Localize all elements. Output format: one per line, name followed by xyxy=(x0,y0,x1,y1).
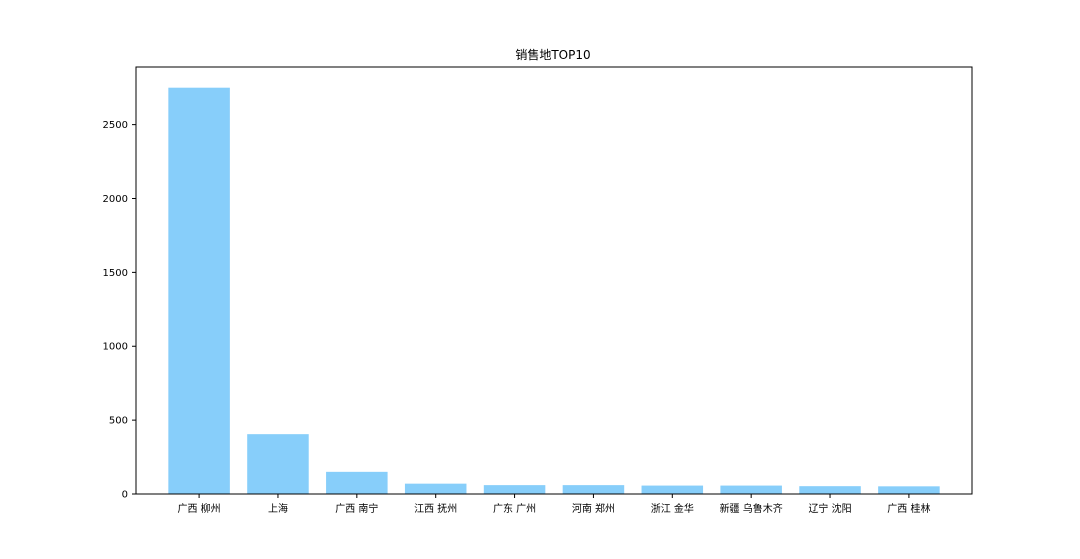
x-tick-label: 广西 桂林 xyxy=(887,502,930,515)
x-tick-label: 河南 郑州 xyxy=(572,502,615,515)
bar-10 xyxy=(878,486,940,494)
bar-5 xyxy=(483,485,546,494)
x-tick-label: 辽宁 沈阳 xyxy=(808,502,851,515)
bars-layer xyxy=(168,87,940,494)
x-tick-label: 广东 广州 xyxy=(493,502,536,515)
y-tick-label: 1500 xyxy=(103,268,128,279)
y-tick-label: 2500 xyxy=(103,120,128,131)
bar-1 xyxy=(168,87,230,494)
bar-2 xyxy=(247,434,309,494)
y-tick-label: 2000 xyxy=(103,194,128,205)
x-tick-label: 新疆 乌鲁木齐 xyxy=(720,502,783,515)
plot-frame xyxy=(135,66,973,495)
bar-7 xyxy=(641,485,704,494)
x-tick-label: 上海 xyxy=(268,502,288,515)
y-tick-label: 500 xyxy=(109,416,128,427)
y-tick-label: 1000 xyxy=(103,342,128,353)
bar-6 xyxy=(562,485,625,494)
bar-4 xyxy=(404,483,467,494)
x-tick-label: 广西 柳州 xyxy=(178,502,221,515)
x-axis: 广西 柳州 上海 广西 南宁 江西 抚州 广东 广州 河南 郑州 浙江 金华 新疆 乌鲁木齐 辽… xyxy=(178,494,930,515)
x-tick-label: 江西 抚州 xyxy=(414,503,457,515)
bar-3 xyxy=(326,471,388,494)
x-tick-label: 浙江 金华 xyxy=(651,502,694,515)
y-tick-label: 0 xyxy=(122,490,128,501)
bar-8 xyxy=(720,485,782,494)
y-axis: 0 500 1000 1500 2000 2500 xyxy=(103,120,136,501)
chart-title: 销售地TOP10 xyxy=(515,47,590,62)
bar-9 xyxy=(799,486,861,494)
x-tick-label: 广西 南宁 xyxy=(335,502,378,515)
